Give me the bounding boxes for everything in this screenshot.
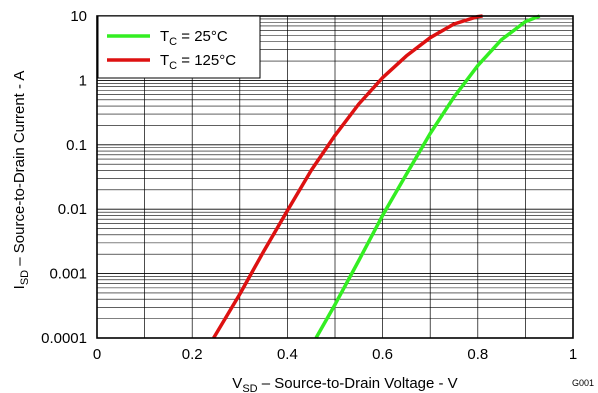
series-layer	[212, 14, 541, 339]
tick-labels: 0 0.2 0.4 0.6 0.8 1 0.0001 0.001 0.01 0.1 1 10	[41, 8, 577, 363]
x-axis-title: VSD – Source-to-Drain Voltage - V	[232, 375, 457, 393]
series-line-1	[212, 14, 483, 339]
series-line-0	[314, 14, 541, 339]
y-tick-label: 0.001	[49, 266, 87, 283]
x-tick-label: 1	[569, 346, 577, 363]
y-tick-label: 10	[70, 8, 87, 25]
plot-frame	[96, 15, 574, 339]
legend-box	[97, 15, 261, 79]
x-tick-label: 0.6	[372, 346, 393, 363]
x-tick-label: 0	[93, 346, 101, 363]
legend-label-25c: TC = 25°C	[160, 28, 228, 48]
x-tick-label: 0.8	[467, 346, 488, 363]
y-tick-label: 0.01	[58, 201, 87, 218]
y-tick-label: 0.1	[66, 137, 87, 154]
y-tick-label: 0.0001	[41, 330, 87, 347]
grid	[97, 16, 573, 338]
y-tick-label: 1	[79, 72, 87, 89]
y-axis-title: ISD – Source-to-Drain Current - A	[11, 71, 31, 290]
x-tick-label: 0.2	[182, 346, 203, 363]
figure-id: G001	[572, 378, 594, 388]
legend: TC = 25°C TC = 125°C	[97, 15, 261, 79]
legend-label-125c: TC = 125°C	[160, 52, 236, 72]
x-tick-label: 0.4	[277, 346, 298, 363]
